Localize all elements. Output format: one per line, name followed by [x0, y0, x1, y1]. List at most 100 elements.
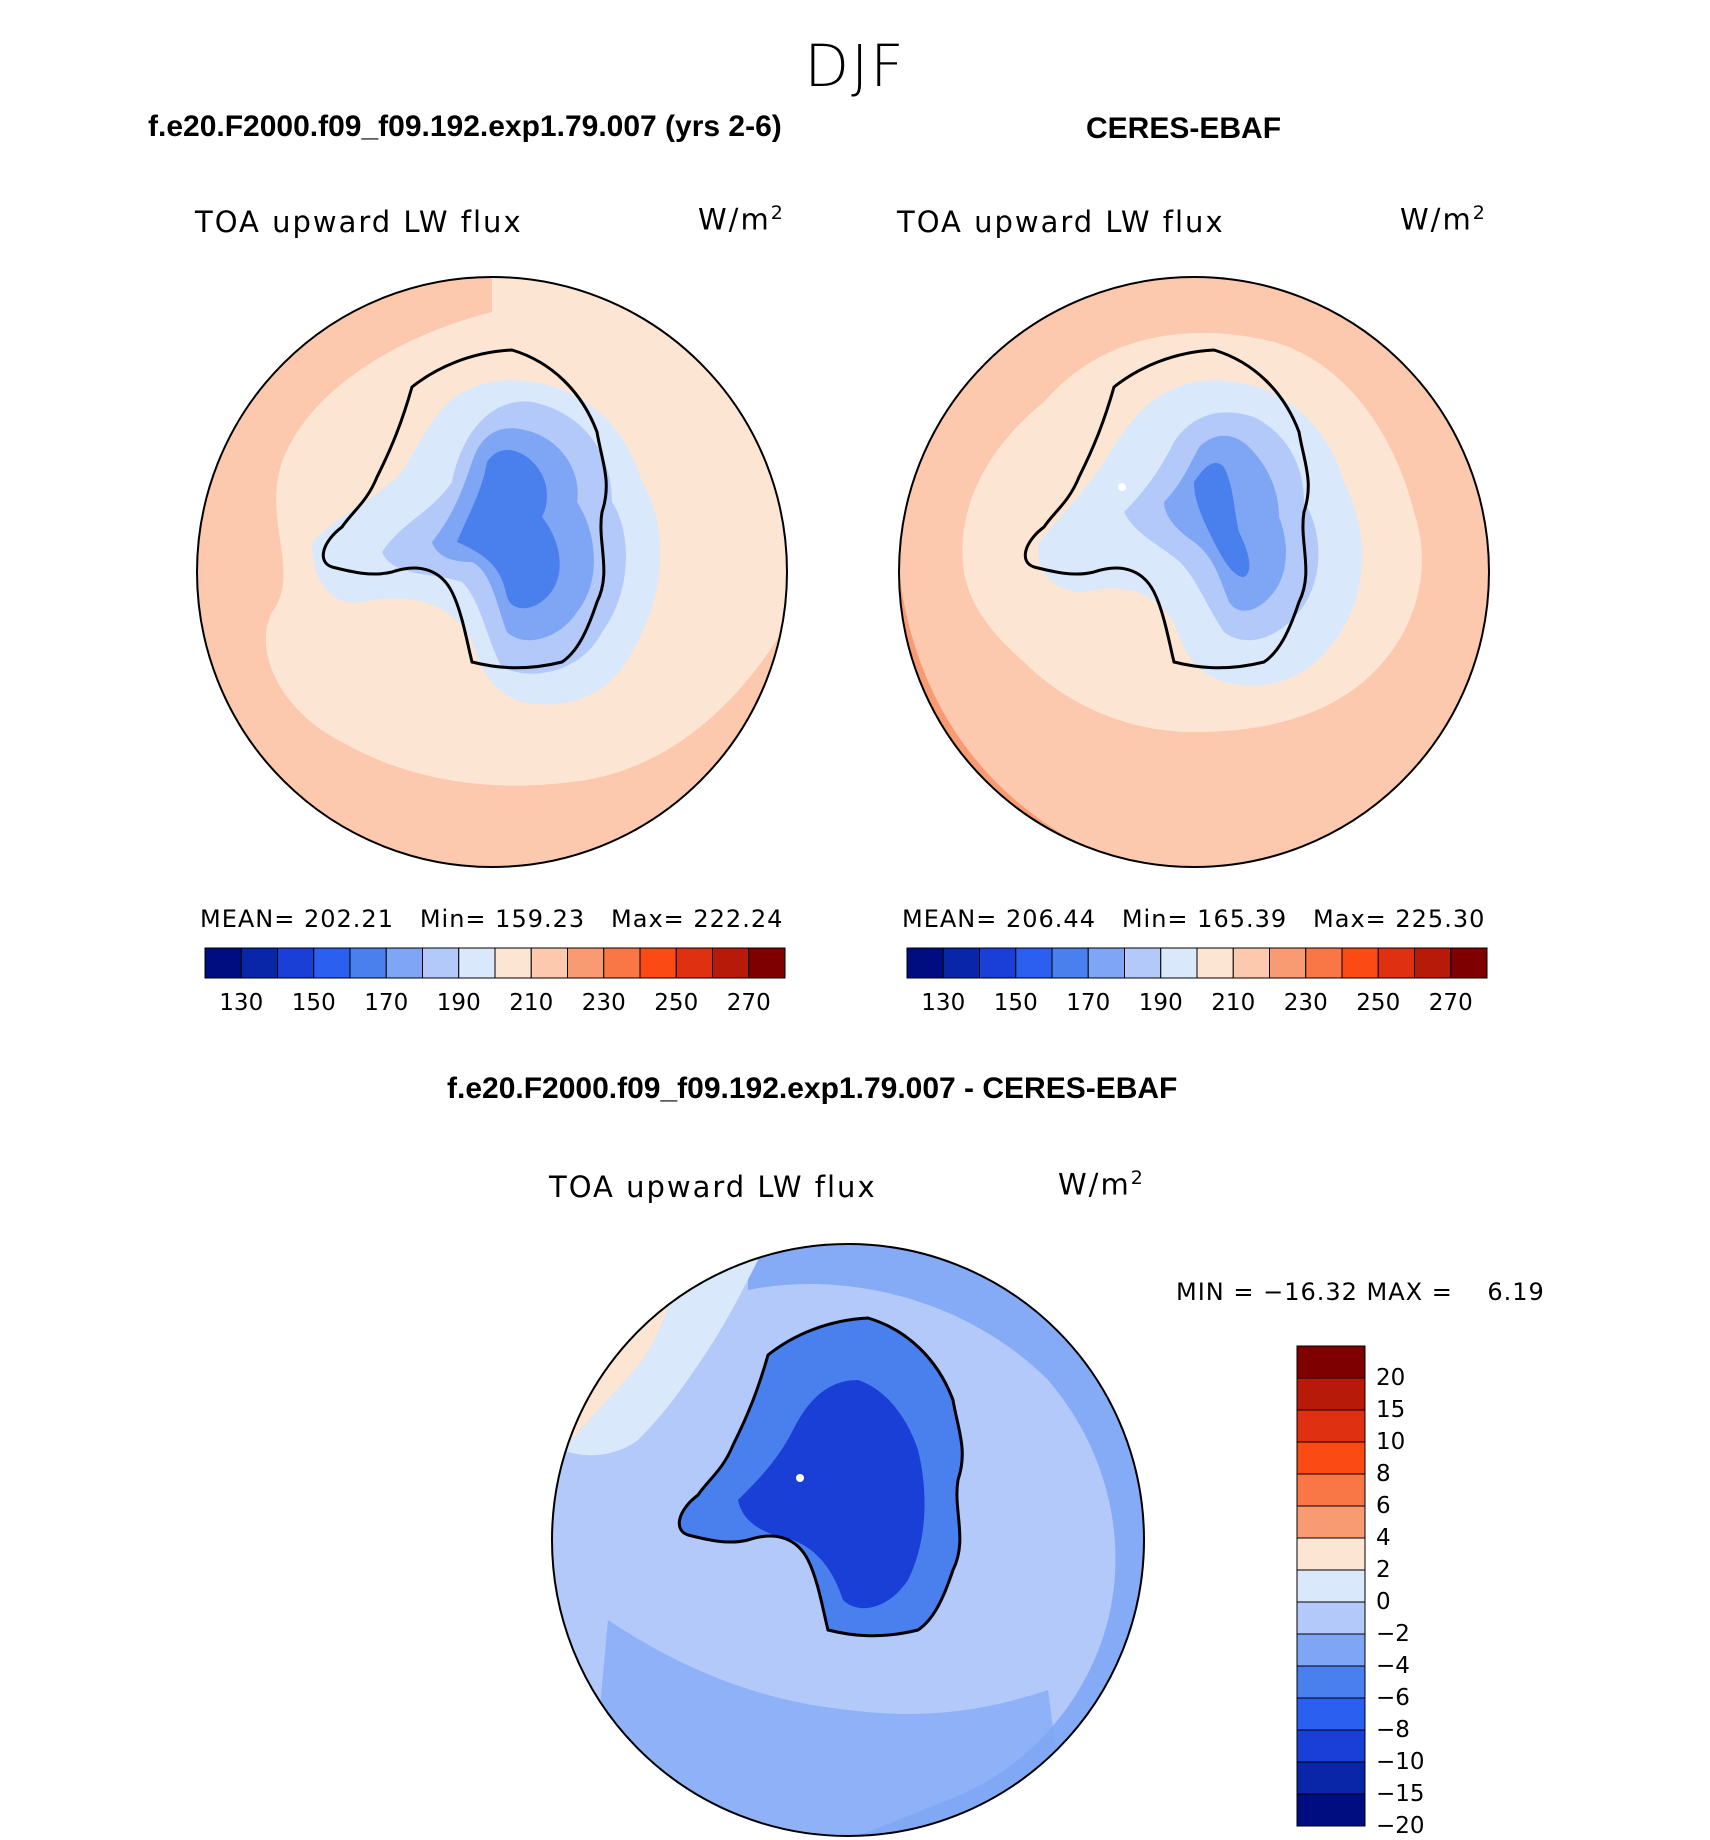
obs-colorbar-swatch [1414, 947, 1452, 979]
obs-colorbar-tick-label: 250 [1356, 990, 1401, 1016]
diff-colorbar-swatch [1296, 1345, 1366, 1379]
model-colorbar-tick-label: 210 [509, 990, 554, 1016]
diff-colorbar-swatch [1296, 1761, 1366, 1795]
obs-colorbar-tick-label: 270 [1428, 990, 1473, 1016]
model-colorbar-tick-label: 270 [726, 990, 771, 1016]
model-variable-label: TOA upward LW flux [195, 205, 523, 239]
obs-colorbar-ticks: 130 150 170 190 210 230 250 270 [907, 990, 1487, 1020]
diff-colorbar-tick-label: 20 [1376, 1365, 1406, 1391]
season-title: DJF [804, 32, 906, 100]
model-colorbar-swatch [385, 947, 423, 979]
obs-colorbar-swatch [1051, 947, 1089, 979]
diff-colorbar-tick-label: 0 [1376, 1589, 1391, 1615]
obs-ice-core [1194, 462, 1250, 577]
diff-colorbar-tick-label: 8 [1376, 1461, 1391, 1487]
diff-colorbar-tick-label: 15 [1376, 1397, 1406, 1423]
diff-ocean-south [588, 1620, 1068, 1836]
diff-colorbar-swatch [1296, 1793, 1366, 1827]
model-colorbar-tick-label: 250 [654, 990, 699, 1016]
obs-pole-hole [1118, 483, 1126, 491]
diff-colorbar-swatch [1296, 1697, 1366, 1731]
diff-colorbar-swatch [1296, 1569, 1366, 1603]
model-colorbar-swatch [313, 947, 351, 979]
diff-colorbar-swatch [1296, 1409, 1366, 1443]
diff-land-core [738, 1380, 925, 1609]
model-ice-core [457, 450, 560, 609]
model-colorbar-swatch [675, 947, 713, 979]
obs-polar-map [898, 276, 1490, 868]
diff-colorbar-swatch [1296, 1377, 1366, 1411]
model-colorbar [204, 947, 786, 979]
diff-title: f.e20.F2000.f09_f09.192.exp1.79.007 - CE… [447, 1072, 1178, 1105]
diff-coastline [677, 1316, 964, 1638]
obs-title: CERES-EBAF [1086, 112, 1282, 145]
obs-colorbar-swatch [1341, 947, 1379, 979]
obs-colorbar-swatch [1377, 947, 1415, 979]
obs-colorbar-swatch [1087, 947, 1125, 979]
diff-colorbar [1296, 1345, 1366, 1827]
model-colorbar-tick-label: 130 [219, 990, 264, 1016]
model-colorbar-tick-label: 190 [436, 990, 481, 1016]
obs-colorbar [906, 947, 1488, 979]
model-colorbar-swatch [204, 947, 242, 979]
model-polar-map [196, 276, 788, 868]
diff-colorbar-tick-label: −8 [1376, 1717, 1410, 1743]
obs-colorbar-swatch [1232, 947, 1270, 979]
obs-colorbar-swatch [906, 947, 944, 979]
diff-colorbar-swatch [1296, 1537, 1366, 1571]
diff-colorbar-swatch [1296, 1665, 1366, 1699]
model-colorbar-swatch [567, 947, 605, 979]
diff-stats: MIN = −16.32 MAX = 6.19 [1176, 1278, 1545, 1306]
obs-colorbar-tick-label: 170 [1066, 990, 1111, 1016]
obs-colorbar-tick-label: 130 [921, 990, 966, 1016]
model-colorbar-swatch [530, 947, 568, 979]
obs-colorbar-tick-label: 210 [1211, 990, 1256, 1016]
model-colorbar-swatch [458, 947, 496, 979]
obs-units-label: W/m2 [1400, 202, 1487, 237]
model-colorbar-swatch [639, 947, 677, 979]
obs-colorbar-swatch [942, 947, 980, 979]
obs-colorbar-swatch [1160, 947, 1198, 979]
model-colorbar-ticks: 130 150 170 190 210 230 250 270 [205, 990, 785, 1020]
diff-colorbar-tick-label: 6 [1376, 1493, 1391, 1519]
diff-units-label: W/m2 [1058, 1167, 1145, 1202]
model-colorbar-swatch [422, 947, 460, 979]
obs-stats: MEAN= 206.44 Min= 165.39 Max= 225.30 [902, 905, 1486, 933]
model-stats: MEAN= 202.21 Min= 159.23 Max= 222.24 [200, 905, 784, 933]
diff-colorbar-tick-label: 2 [1376, 1557, 1391, 1583]
diff-variable-label: TOA upward LW flux [549, 1170, 877, 1204]
obs-colorbar-swatch [979, 947, 1017, 979]
model-colorbar-swatch [603, 947, 641, 979]
diff-colorbar-tick-label: 10 [1376, 1429, 1406, 1455]
model-colorbar-swatch [277, 947, 315, 979]
diff-colorbar-swatch [1296, 1473, 1366, 1507]
model-coastline [321, 348, 608, 670]
obs-colorbar-tick-label: 230 [1283, 990, 1328, 1016]
model-colorbar-swatch [240, 947, 278, 979]
diff-polar-map [551, 1243, 1145, 1837]
diff-zero-band [563, 1244, 768, 1456]
model-title: f.e20.F2000.f09_f09.192.exp1.79.007 (yrs… [148, 110, 782, 143]
obs-colorbar-swatch [1305, 947, 1343, 979]
diff-colorbar-ticks: 20 15 10 8 6 4 2 0 −2 −4 −6 −8 −10 −15 −20 [1376, 1346, 1466, 1839]
model-colorbar-swatch [748, 947, 786, 979]
obs-colorbar-tick-label: 190 [1138, 990, 1183, 1016]
diff-colorbar-tick-label: −15 [1376, 1781, 1425, 1807]
diff-colorbar-swatch [1296, 1505, 1366, 1539]
diff-colorbar-swatch [1296, 1441, 1366, 1475]
model-colorbar-swatch [349, 947, 387, 979]
model-colorbar-swatch [712, 947, 750, 979]
diff-colorbar-swatch [1296, 1633, 1366, 1667]
obs-colorbar-swatch [1269, 947, 1307, 979]
diff-colorbar-tick-label: −10 [1376, 1749, 1425, 1775]
model-colorbar-tick-label: 230 [581, 990, 626, 1016]
diff-colorbar-tick-label: −20 [1376, 1813, 1425, 1839]
obs-colorbar-swatch [1196, 947, 1234, 979]
obs-colorbar-swatch [1450, 947, 1488, 979]
obs-variable-label: TOA upward LW flux [897, 205, 1225, 239]
model-units-label: W/m2 [698, 202, 785, 237]
diff-colorbar-tick-label: −4 [1376, 1653, 1410, 1679]
model-colorbar-tick-label: 170 [364, 990, 409, 1016]
model-colorbar-tick-label: 150 [291, 990, 336, 1016]
diff-colorbar-tick-label: 4 [1376, 1525, 1391, 1551]
